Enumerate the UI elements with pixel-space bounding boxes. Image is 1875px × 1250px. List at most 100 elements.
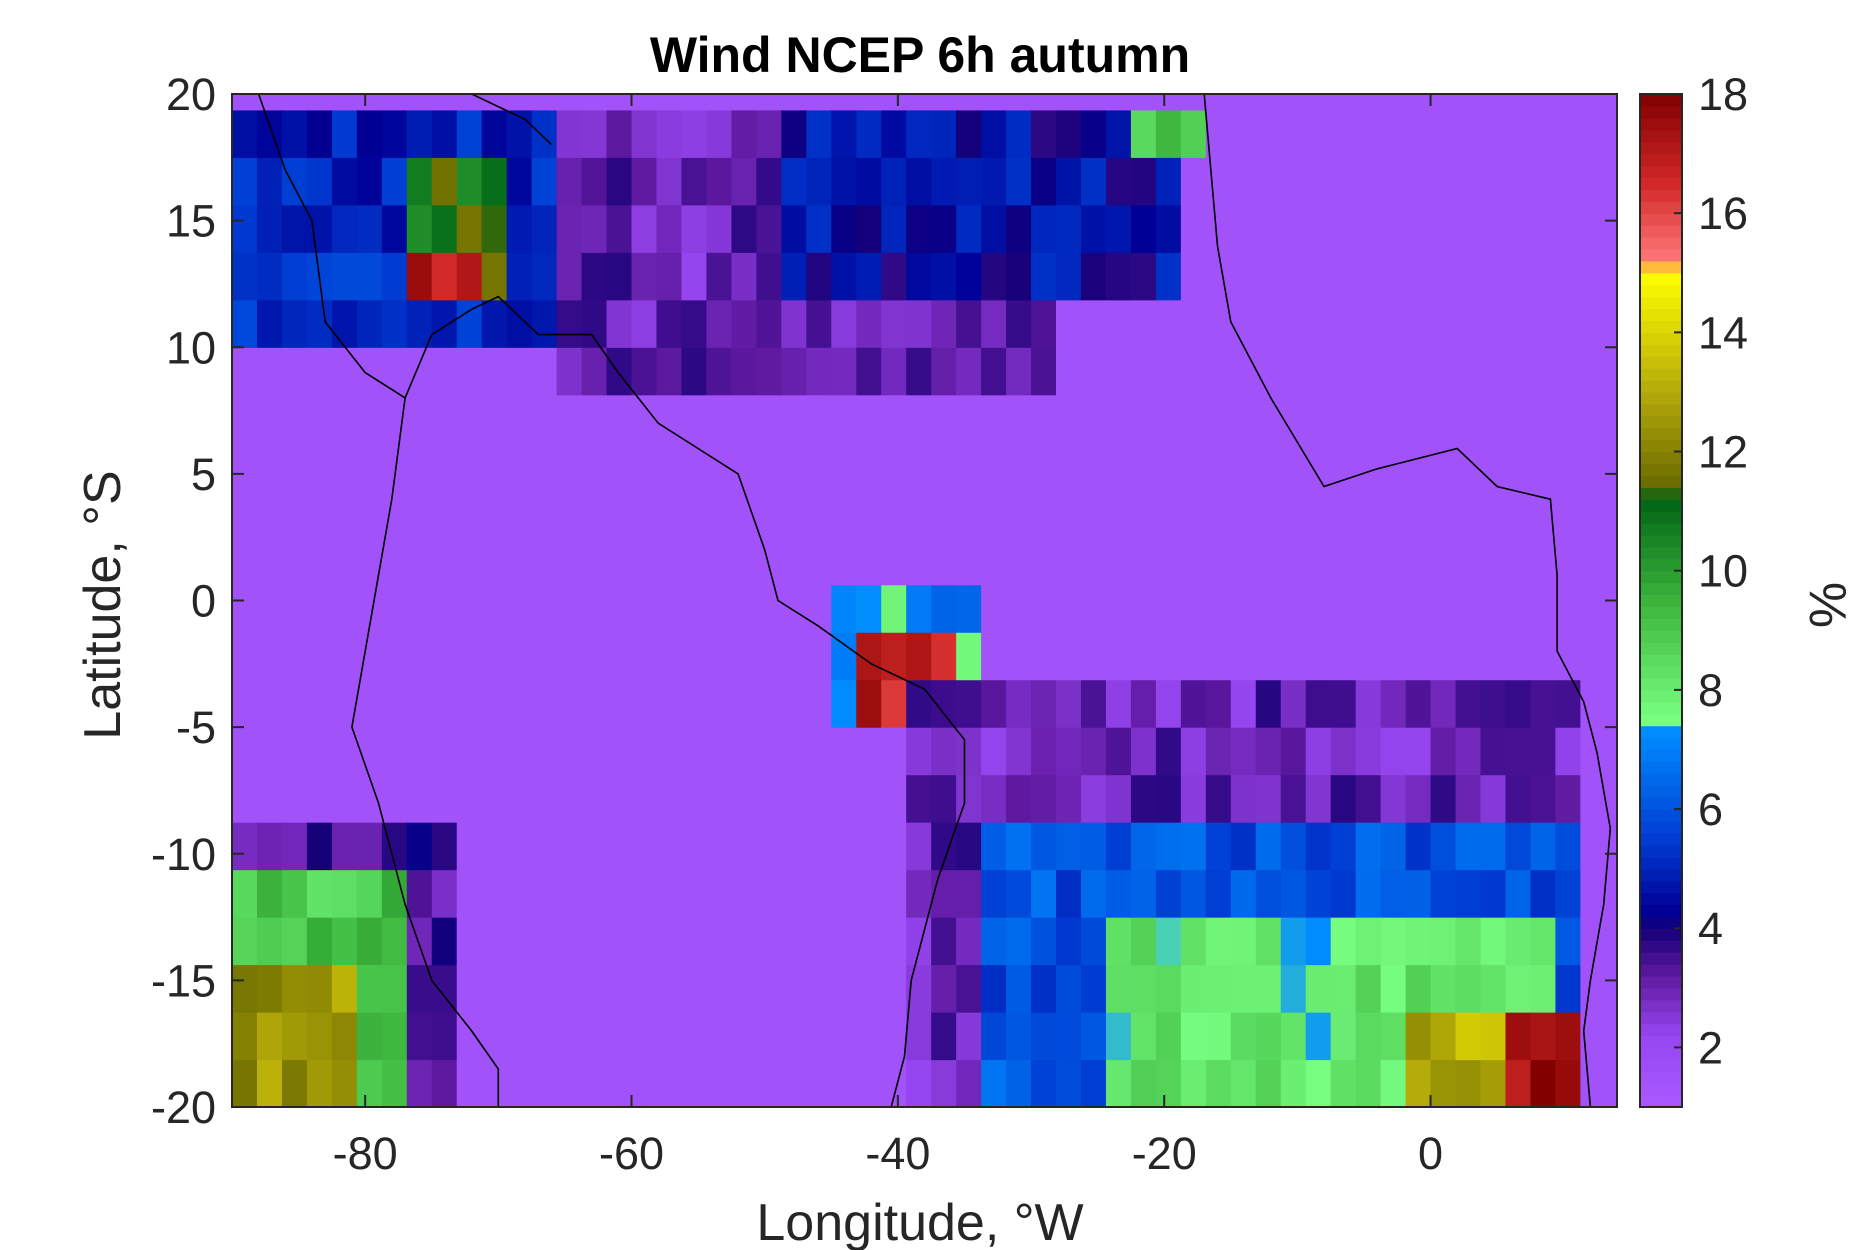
heatmap-cell: [756, 537, 782, 586]
heatmap-cell: [1380, 299, 1407, 348]
heatmap-cell: [581, 537, 608, 586]
heatmap-cell: [806, 537, 832, 586]
heatmap-cell: [756, 822, 782, 871]
heatmap-cell: [531, 489, 558, 538]
heatmap-cell: [706, 204, 732, 253]
heatmap-cell: [731, 157, 757, 206]
heatmap-cell: [1330, 869, 1357, 918]
heatmap-cell: [906, 774, 932, 823]
heatmap-cell: [306, 632, 333, 681]
heatmap-cell: [1605, 822, 1617, 871]
heatmap-cell: [606, 109, 633, 158]
heatmap-cell: [606, 94, 633, 111]
heatmap-cell: [556, 94, 583, 111]
heatmap-cell: [1380, 537, 1407, 586]
heatmap-cell: [1130, 964, 1157, 1013]
heatmap-cell: [856, 679, 882, 728]
heatmap-cell: [1505, 252, 1532, 301]
heatmap-cell: [906, 157, 932, 206]
heatmap-cell: [406, 489, 433, 538]
heatmap-cell: [506, 442, 533, 491]
heatmap-cell: [831, 157, 857, 206]
heatmap-cell: [1130, 109, 1157, 158]
heatmap-cell: [1230, 347, 1257, 396]
heatmap-cell: [1380, 204, 1407, 253]
heatmap-cell: [356, 394, 383, 443]
heatmap-cell: [1330, 489, 1357, 538]
heatmap-cell: [931, 964, 957, 1013]
heatmap-cell: [706, 1059, 732, 1107]
heatmap-cell: [1405, 252, 1432, 301]
heatmap-cell: [1006, 727, 1032, 776]
heatmap-cell: [1180, 679, 1207, 728]
heatmap-cell: [1455, 94, 1482, 111]
heatmap-cell: [1155, 774, 1182, 823]
heatmap-cell: [656, 869, 683, 918]
heatmap-cell: [481, 584, 508, 633]
heatmap-cell: [781, 774, 807, 823]
heatmap-cell: [1230, 917, 1257, 966]
heatmap-cell: [756, 109, 782, 158]
colorbar-segment: [1640, 1011, 1682, 1025]
heatmap-cell: [731, 299, 757, 348]
heatmap-cell: [381, 94, 408, 111]
heatmap-cell: [581, 917, 608, 966]
heatmap-cell: [331, 632, 358, 681]
heatmap-cell: [706, 347, 732, 396]
colorbar-segment: [1640, 439, 1682, 453]
heatmap-cell: [756, 917, 782, 966]
colorbar-segment: [1640, 546, 1682, 560]
colorbar-segment: [1640, 105, 1682, 119]
heatmap-cell: [232, 442, 258, 491]
heatmap-cell: [881, 679, 907, 728]
heatmap-cell: [1230, 774, 1257, 823]
heatmap-cell: [1405, 1012, 1432, 1061]
axis-ticks: -80 -60 -40 -20 0 -20 -15 -10 -5 0 5 10 15 20: [151, 69, 1617, 1179]
heatmap-cell: [1430, 489, 1457, 538]
heatmap-cell: [1405, 394, 1432, 443]
heatmap-cell: [381, 299, 408, 348]
heatmap-cell: [1455, 632, 1482, 681]
heatmap-cell: [881, 157, 907, 206]
heatmap-cell: [581, 869, 608, 918]
heatmap-cell: [1080, 299, 1107, 348]
heatmap-cell: [1031, 252, 1057, 301]
heatmap-cell: [706, 679, 732, 728]
heatmap-cell: [881, 347, 907, 396]
colorbar-segment: [1640, 534, 1682, 548]
colorbar-segment: [1640, 677, 1682, 691]
heatmap-cell: [1080, 822, 1107, 871]
heatmap-cell: [981, 442, 1007, 491]
heatmap-cell: [1280, 157, 1307, 206]
heatmap-cell: [431, 94, 458, 111]
heatmap-cell: [1555, 869, 1581, 918]
heatmap-cell: [381, 679, 408, 728]
heatmap-cell: [1405, 537, 1432, 586]
colorbar-segment: [1640, 284, 1682, 298]
heatmap-cell: [1155, 442, 1182, 491]
heatmap-cell: [1180, 489, 1207, 538]
heatmap-cell: [1355, 869, 1382, 918]
heatmap-cell: [531, 917, 558, 966]
heatmap-cell: [631, 774, 658, 823]
heatmap-cell: [706, 964, 732, 1013]
heatmap-cell: [881, 869, 907, 918]
heatmap-cell: [631, 822, 658, 871]
heatmap-cell: [1180, 964, 1207, 1013]
heatmap-cell: [1080, 347, 1107, 396]
heatmap-cell: [1505, 299, 1532, 348]
heatmap-cell: [1006, 252, 1032, 301]
heatmap-cell: [1505, 679, 1532, 728]
heatmap-cell: [781, 727, 807, 776]
heatmap-cell: [881, 1012, 907, 1061]
heatmap-cell: [381, 1059, 408, 1107]
heatmap-cell: [1380, 774, 1407, 823]
heatmap-cell: [1031, 869, 1057, 918]
heatmap-cell: [406, 822, 433, 871]
heatmap-cell: [1455, 252, 1482, 301]
heatmap-cell: [1355, 157, 1382, 206]
heatmap-cell: [1405, 204, 1432, 253]
colorbar-segment: [1640, 415, 1682, 429]
heatmap-cell: [631, 109, 658, 158]
heatmap-cell: [1380, 1059, 1407, 1107]
